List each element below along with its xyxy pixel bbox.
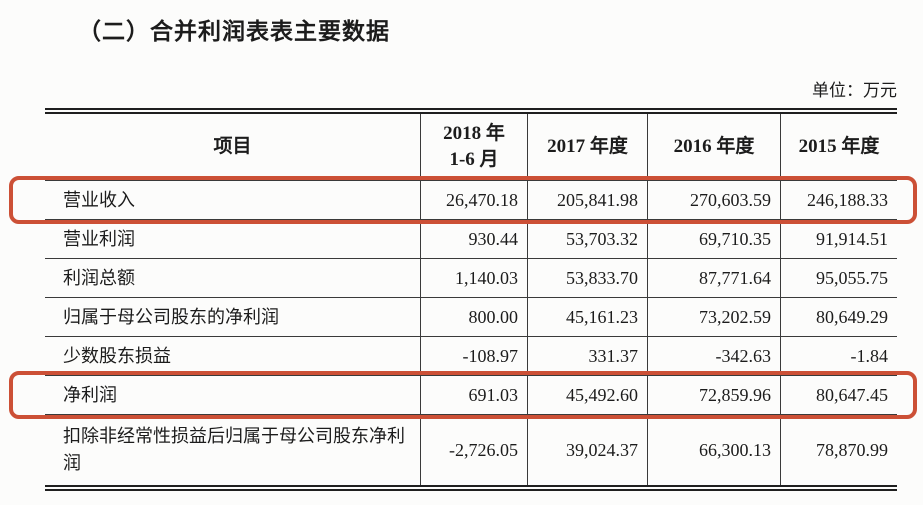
cell-value: 205,841.98 — [527, 181, 647, 219]
cell-value: 78,870.99 — [780, 415, 897, 485]
table-row-minority-interest: 少数股东损益 -108.97 331.37 -342.63 -1.84 — [45, 336, 897, 375]
cell-value: 73,202.59 — [647, 298, 780, 336]
cell-value: 69,710.35 — [647, 220, 780, 258]
table-row-revenue: 营业收入 26,470.18 205,841.98 270,603.59 246… — [9, 176, 917, 224]
row-label: 归属于母公司股东的净利润 — [63, 306, 279, 327]
cell-value: 331.37 — [527, 337, 647, 375]
row-label: 少数股东损益 — [63, 345, 171, 366]
table-row-parent-net-profit: 归属于母公司股东的净利润 800.00 45,161.23 73,202.59 … — [45, 297, 897, 336]
table-row-net-profit-excl-nonrecurring: 扣除非经常性损益后归属于母公司股东净利润 -2,726.05 39,024.37… — [45, 414, 897, 485]
cell-value: 26,470.18 — [420, 181, 527, 219]
column-header-2015: 2015 年度 — [780, 114, 897, 180]
cell-value: 930.44 — [420, 220, 527, 258]
column-header-item: 项目 — [213, 136, 252, 157]
table-header-row: 项目 2018 年 1-6 月 2017 年度 2016 年度 2015 年度 — [45, 114, 897, 180]
cell-value: 53,703.32 — [527, 220, 647, 258]
table-row-total-profit: 利润总额 1,140.03 53,833.70 87,771.64 95,055… — [45, 258, 897, 297]
cell-value: 66,300.13 — [647, 415, 780, 485]
cell-value: 80,647.45 — [780, 376, 897, 414]
cell-value: 800.00 — [420, 298, 527, 336]
row-label: 营业收入 — [63, 189, 135, 210]
cell-value: 1,140.03 — [420, 259, 527, 297]
cell-value: 80,649.29 — [780, 298, 897, 336]
cell-value: -108.97 — [420, 337, 527, 375]
unit-label: 单位：万元 — [812, 81, 897, 100]
table-row-net-profit: 净利润 691.03 45,492.60 72,859.96 80,647.45 — [9, 371, 917, 419]
row-label: 利润总额 — [63, 267, 135, 288]
document-page: （二）合并利润表表主要数据 单位：万元 项目 2018 年 1-6 月 2017… — [0, 14, 923, 505]
row-label: 扣除非经常性损益后归属于母公司股东净利润 — [63, 426, 405, 473]
cell-value: 45,492.60 — [527, 376, 647, 414]
cell-value: 45,161.23 — [527, 298, 647, 336]
cell-value: 39,024.37 — [527, 415, 647, 485]
column-header-2018h1: 2018 年 1-6 月 — [420, 114, 527, 180]
row-label: 净利润 — [63, 384, 117, 405]
cell-value: 87,771.64 — [647, 259, 780, 297]
table-row-operating-profit: 营业利润 930.44 53,703.32 69,710.35 91,914.5… — [45, 219, 897, 258]
cell-value: 246,188.33 — [780, 181, 897, 219]
cell-value: -342.63 — [647, 337, 780, 375]
column-header-2016: 2016 年度 — [647, 114, 780, 180]
cell-value: 95,055.75 — [780, 259, 897, 297]
cell-value: -2,726.05 — [420, 415, 527, 485]
cell-value: -1.84 — [780, 337, 897, 375]
row-label: 营业利润 — [63, 228, 135, 249]
financial-table: 项目 2018 年 1-6 月 2017 年度 2016 年度 2015 年度 … — [9, 108, 917, 491]
cell-value: 270,603.59 — [647, 181, 780, 219]
cell-value: 691.03 — [420, 376, 527, 414]
section-title: （二）合并利润表表主要数据 — [78, 18, 390, 44]
cell-value: 53,833.70 — [527, 259, 647, 297]
cell-value: 91,914.51 — [780, 220, 897, 258]
column-header-2017: 2017 年度 — [527, 114, 647, 180]
cell-value: 72,859.96 — [647, 376, 780, 414]
